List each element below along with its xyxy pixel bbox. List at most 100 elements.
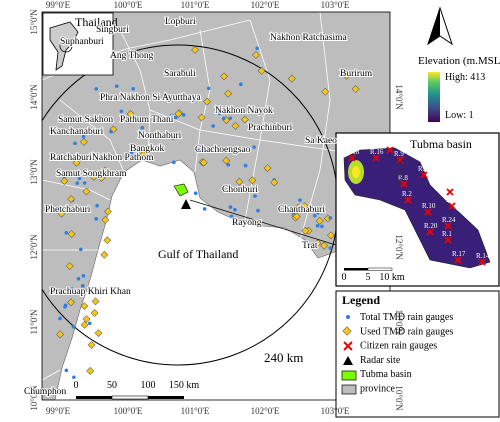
used-gauge — [126, 110, 135, 118]
tubma-basin-on-map — [173, 183, 189, 197]
province-label: Singburi — [96, 25, 129, 35]
total-gauge — [233, 207, 237, 212]
citizen-gauge — [446, 188, 454, 196]
province-label: Rayong — [232, 218, 262, 228]
scale-bar-seg — [148, 396, 184, 399]
used-gauge — [231, 121, 240, 130]
total-gauge — [81, 134, 86, 139]
province-label: Phra Nakhon Si Ayutthaya — [100, 93, 201, 103]
basin-peak — [352, 166, 360, 178]
basin-scale-seg — [367, 267, 393, 271]
province-label: Burirum — [340, 69, 373, 79]
total-gauge — [328, 246, 333, 250]
used-gauge — [342, 71, 351, 80]
total-gauge — [173, 115, 178, 120]
used-gauge — [320, 241, 329, 250]
used-gauge — [94, 329, 103, 337]
total-gauge — [64, 368, 69, 373]
used-gauge — [56, 330, 65, 339]
total-gauge — [315, 224, 320, 228]
legend-box — [335, 290, 500, 418]
province-label: Kanchanaburi — [50, 127, 104, 137]
total-gauge — [255, 46, 260, 51]
used-gauge — [174, 109, 183, 118]
total-gauge — [328, 216, 333, 220]
gauge-label: R.4 — [446, 196, 456, 204]
province-label: Pathum Thani — [120, 115, 174, 125]
total-gauge — [211, 124, 216, 128]
used-gauge — [91, 297, 100, 306]
province-label: Sarabuli — [164, 69, 196, 79]
total-gauge — [87, 321, 92, 326]
province-label: Chonburi — [222, 185, 258, 195]
lat-label-left: 15°0'N — [29, 9, 39, 35]
lat-label-right: 11°0'N — [394, 310, 404, 335]
basin-scale-seg — [344, 268, 368, 271]
gauge-label: R.22 — [444, 182, 458, 190]
legend-label: Used TMD rain gauges — [360, 326, 454, 337]
total-gauge — [73, 141, 77, 146]
used-gauge — [203, 97, 212, 106]
used-gauge — [80, 320, 89, 329]
sea-label: Gulf of Thailand — [158, 247, 238, 261]
gauge-label: R.1 — [442, 230, 452, 238]
total-gauge — [72, 375, 76, 380]
used-gauge — [294, 203, 303, 212]
province-label: Suphanburi — [60, 37, 104, 47]
used-gauge — [90, 309, 99, 317]
legend-label: province — [360, 384, 396, 395]
used-gauge — [263, 164, 272, 172]
used-gauge — [191, 46, 199, 54]
land — [42, 12, 390, 400]
province-label: Samut Sakhon — [58, 115, 113, 125]
used-gauge — [292, 212, 301, 221]
used-gauge — [224, 89, 233, 98]
total-gauge — [206, 86, 211, 91]
total-gauge — [298, 198, 302, 202]
lat-label-left: 12°0'N — [29, 234, 39, 260]
total-gauge — [140, 125, 145, 130]
used-gauge — [220, 72, 229, 81]
total-gauge — [252, 145, 256, 149]
lat-label-right: 13°0'N — [394, 159, 404, 185]
used-gauge — [57, 209, 66, 218]
lon-label-top: 99°0'E — [46, 0, 71, 10]
elevation-colorbar — [428, 72, 440, 122]
total-gauge — [80, 284, 85, 288]
province-label: Nakhon Ratchasima — [270, 33, 348, 43]
total-gauge — [229, 214, 234, 219]
province-label: Lopburi — [165, 17, 196, 27]
lon-label-bottom: 102°0'E — [251, 406, 280, 416]
used-gauge — [65, 262, 74, 271]
legend-symbol — [343, 356, 353, 365]
used-gauge — [67, 230, 76, 238]
province-label: Prachinburi — [248, 123, 293, 133]
used-gauge — [321, 87, 330, 96]
total-gauge — [228, 205, 233, 209]
total-gauge — [226, 162, 231, 167]
used-gauge — [313, 239, 322, 248]
used-gauge — [101, 166, 109, 175]
basin-scale-label: 5 — [366, 272, 371, 283]
total-gauge — [181, 113, 186, 117]
province-label: Trat — [302, 241, 318, 251]
legend-symbol — [343, 341, 353, 351]
basin-elevation — [343, 147, 491, 269]
gauge-label: R.10 — [422, 202, 436, 210]
citizen-gauge — [386, 146, 394, 154]
total-gauge — [197, 148, 201, 153]
total-gauge — [138, 131, 142, 136]
used-gauge — [103, 236, 112, 245]
province-label: Nakhon Nayok — [215, 106, 273, 116]
used-gauge — [351, 85, 360, 93]
total-gauge — [62, 174, 67, 179]
used-gauge — [327, 231, 335, 240]
used-gauge — [104, 207, 112, 216]
used-gauge — [300, 202, 309, 210]
citizen-gauge — [478, 258, 486, 266]
total-gauge — [316, 210, 320, 215]
lat-label-left: 14°0'N — [29, 84, 39, 110]
province-label: Chanthaburi — [278, 205, 325, 215]
used-gauge — [251, 51, 260, 59]
